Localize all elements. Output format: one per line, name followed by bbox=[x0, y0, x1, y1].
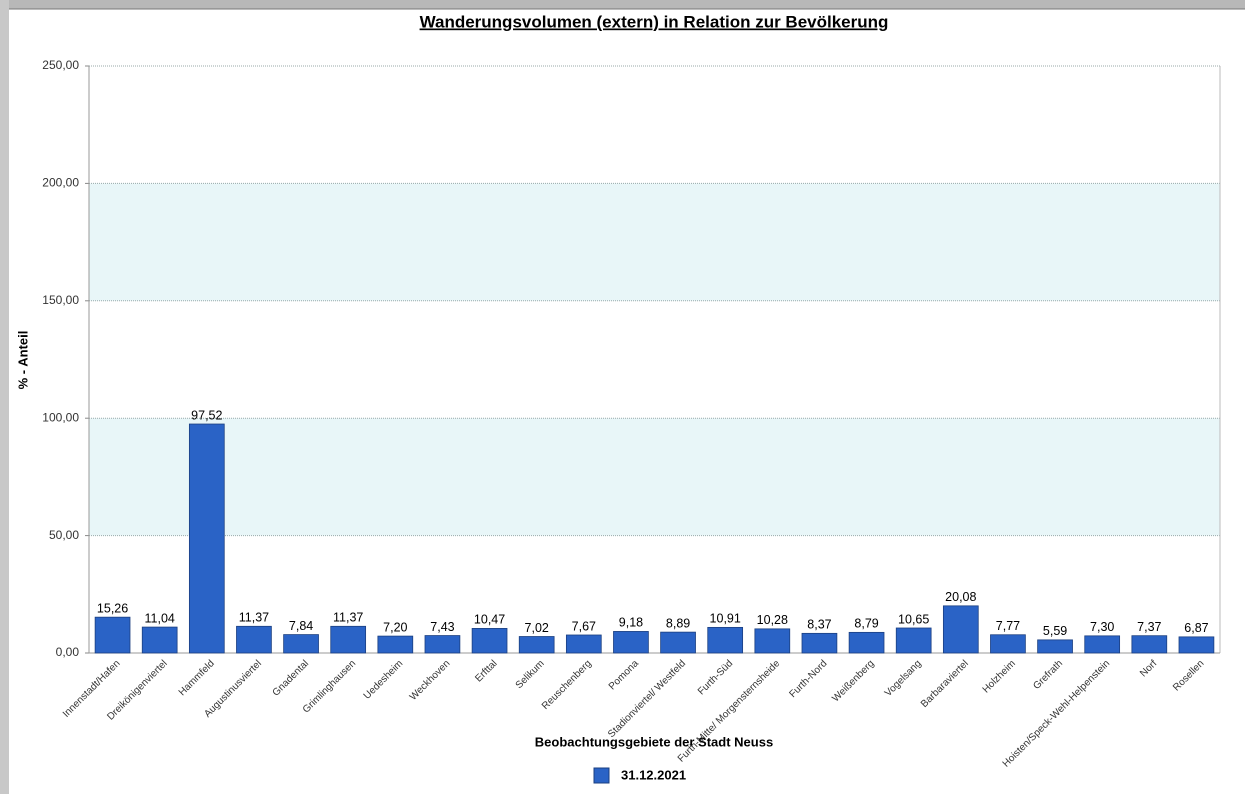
value-label: 7,02 bbox=[525, 621, 549, 635]
y-tick-label: 0,00 bbox=[56, 645, 80, 659]
bar bbox=[518, 636, 555, 654]
x-tick-label: Gnadental bbox=[271, 658, 311, 698]
x-tick-label: Norf bbox=[1138, 658, 1159, 679]
x-tick-label: Holzheim bbox=[981, 658, 1018, 695]
x-tick-label: Rosellen bbox=[1171, 658, 1206, 693]
bar bbox=[471, 628, 508, 654]
y-tick-label: 50,00 bbox=[49, 528, 79, 542]
value-label: 7,77 bbox=[996, 619, 1020, 633]
value-label: 8,37 bbox=[807, 618, 831, 632]
value-label: 11,04 bbox=[145, 611, 175, 625]
x-tick-label: Hammfeld bbox=[177, 658, 217, 698]
value-label: 6,87 bbox=[1184, 621, 1208, 635]
bar bbox=[1084, 635, 1121, 654]
bar bbox=[707, 626, 744, 654]
value-label: 97,52 bbox=[191, 408, 222, 422]
y-tick-label: 150,00 bbox=[42, 293, 79, 307]
bar bbox=[188, 423, 225, 654]
bar bbox=[1178, 636, 1215, 654]
value-label: 7,84 bbox=[289, 619, 313, 633]
value-label: 10,47 bbox=[474, 613, 505, 627]
value-label: 10,28 bbox=[757, 613, 788, 627]
value-label: 11,37 bbox=[239, 611, 269, 625]
x-tick-label: Furth-Süd bbox=[696, 658, 735, 697]
x-tick-label: Pomona bbox=[607, 658, 641, 692]
bar bbox=[895, 627, 932, 654]
bar bbox=[754, 628, 791, 654]
chart-title: Wanderungsvolumen (extern) in Relation z… bbox=[420, 12, 889, 31]
y-axis-label: % - Anteil bbox=[15, 331, 30, 390]
bar bbox=[613, 631, 649, 654]
window-top-bar bbox=[0, 0, 1245, 9]
x-axis-label: Beobachtungsgebiete der Stadt Neuss bbox=[535, 734, 773, 749]
x-tick-label: Erfttal bbox=[473, 658, 499, 684]
bar bbox=[990, 634, 1026, 654]
value-label: 15,26 bbox=[97, 601, 128, 615]
bar bbox=[848, 631, 885, 654]
value-label: 5,59 bbox=[1043, 624, 1067, 638]
bar bbox=[377, 635, 414, 654]
x-tick-label: Uedesheim bbox=[362, 658, 406, 702]
bar bbox=[801, 632, 838, 654]
x-tick-label: Reuschenberg bbox=[540, 658, 594, 712]
y-tick-label: 250,00 bbox=[42, 58, 79, 72]
bar bbox=[330, 625, 367, 654]
x-tick-label: Weißenberg bbox=[830, 658, 876, 704]
value-label: 11,37 bbox=[333, 611, 363, 625]
bar bbox=[94, 616, 131, 654]
y-tick-label: 200,00 bbox=[42, 176, 79, 190]
y-tick-label: 100,00 bbox=[42, 410, 79, 424]
value-label: 7,67 bbox=[572, 619, 596, 633]
bar bbox=[1037, 639, 1073, 654]
value-label: 10,65 bbox=[898, 612, 929, 626]
x-tick-label: Vogelsang bbox=[883, 658, 924, 699]
x-tick-label: Selikum bbox=[514, 658, 547, 691]
x-tick-label: Hoisten/Speck-Wehl-Helpenstein bbox=[1001, 658, 1112, 769]
value-label: 8,89 bbox=[666, 616, 690, 630]
bar bbox=[660, 631, 696, 654]
window-left-border bbox=[0, 0, 9, 794]
bar bbox=[283, 634, 319, 654]
x-tick-label: Weckhoven bbox=[408, 658, 453, 703]
value-label: 7,43 bbox=[430, 620, 454, 634]
grid-band bbox=[89, 418, 1220, 536]
bar bbox=[141, 626, 178, 654]
legend-label: 31.12.2021 bbox=[621, 767, 686, 782]
bar bbox=[424, 635, 461, 654]
value-label: 8,79 bbox=[854, 617, 878, 631]
value-label: 20,08 bbox=[945, 590, 976, 604]
value-label: 10,91 bbox=[710, 612, 741, 626]
value-label: 7,30 bbox=[1090, 620, 1114, 634]
value-label: 9,18 bbox=[619, 616, 643, 630]
x-tick-label: Stadionviertel/ Westfeld bbox=[606, 658, 688, 740]
x-tick-label: Furth-Nord bbox=[787, 658, 829, 700]
x-tick-label: Grefrath bbox=[1031, 658, 1065, 692]
bar bbox=[942, 605, 979, 654]
bar bbox=[236, 625, 272, 654]
bar bbox=[565, 634, 602, 654]
value-label: 7,20 bbox=[383, 620, 407, 634]
x-tick-label: Barbaraviertel bbox=[919, 658, 971, 710]
value-label: 7,37 bbox=[1137, 620, 1161, 634]
legend-swatch bbox=[593, 767, 610, 784]
bar bbox=[1131, 635, 1168, 654]
grid-band bbox=[89, 183, 1220, 301]
